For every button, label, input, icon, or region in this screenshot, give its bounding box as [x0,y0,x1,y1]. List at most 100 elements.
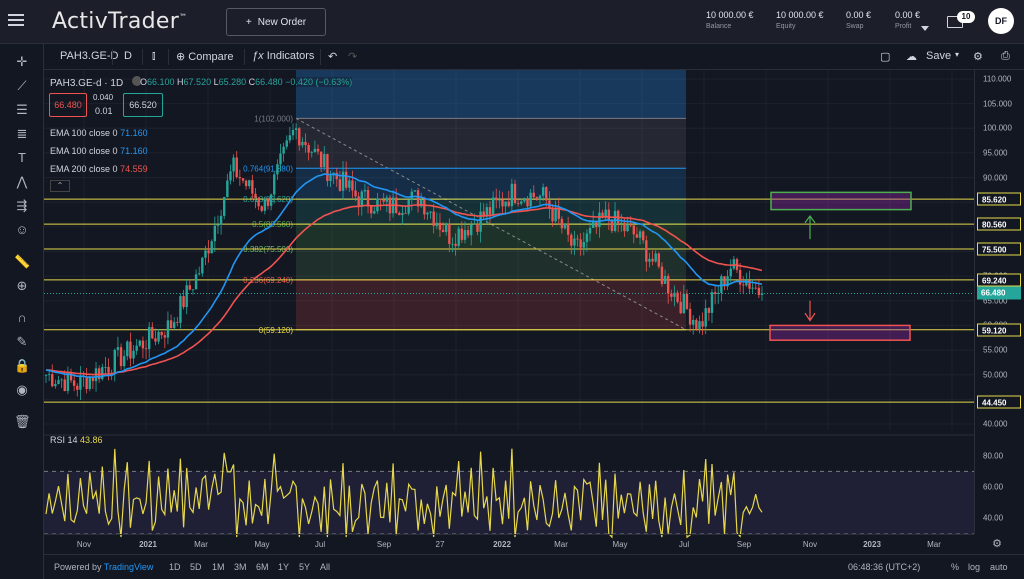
rsi-tick-label: 40.00 [983,513,1004,523]
save-dropdown-icon[interactable]: ▾ [955,50,960,59]
horizontal-lines-icon[interactable]: ☰ [16,102,28,117]
collapse-legend-button[interactable]: ⌃ [50,180,70,192]
ema-row[interactable]: EMA 200 close 0 74.559 [50,164,148,174]
buy-button[interactable]: 66.520 [123,93,163,117]
range-5d[interactable]: 5D [190,562,202,572]
fib-trend-line [295,117,687,331]
fib-tool-icon[interactable]: ≣ [16,126,28,141]
trendline-icon[interactable]: ⟋ [17,78,27,93]
redo-icon[interactable]: ↷ [348,51,358,63]
candle-body [60,379,63,381]
lot-size[interactable]: 0.01 [95,106,113,116]
time-tick-label: Mar [194,540,208,549]
candle-body [710,292,714,313]
candle-body [54,383,57,387]
pencil-lock-icon[interactable]: ✎ [16,334,28,349]
range-6m[interactable]: 6M [256,562,269,572]
candle-body [223,196,226,216]
magnet-icon[interactable]: ∩ [17,310,27,325]
fib-top-band [296,70,686,119]
interval-selector[interactable]: D [124,50,132,62]
candle-body [185,285,188,308]
candle-body [294,128,298,130]
price-axis[interactable]: 110.000105.000100.00095.00090.00085.0008… [974,70,1024,534]
new-order-button[interactable]: + New Order [226,8,326,36]
time-tick-label: 2021 [139,540,157,549]
fib-band [296,249,686,280]
candle-body [457,228,460,246]
axis-settings-icon[interactable]: ⚙ [992,538,1002,550]
candle-body [523,198,526,202]
candle-body [57,380,60,384]
candle-body [319,151,323,168]
candle-body [573,238,576,246]
candle-body [298,128,301,146]
candle-body [579,239,582,248]
caret-down-icon[interactable] [921,26,929,31]
candle-body [701,321,704,327]
lock-icon[interactable]: 🔒 [14,358,31,373]
symbol-search[interactable]: PAH3.GE-D [60,50,119,62]
candle-body [119,347,123,367]
candle-body [129,341,132,359]
time-axis[interactable]: Nov 2021 Mar May Jul Sep 27 2022 Mar May Jul Sep Nov… [44,534,1002,554]
crosshair-icon[interactable]: ✛ [16,54,28,69]
indicators-button[interactable]: ƒx Indicators [252,50,315,62]
cloud-save-icon[interactable]: ☁ [906,51,917,63]
candle-body [232,157,235,172]
candle-body [135,345,138,351]
zoom-in-icon[interactable]: ⊕ [16,278,28,293]
undo-icon[interactable]: ↶ [328,51,338,63]
arrow-up-icon [804,214,816,240]
time-tick-label: May [612,540,628,549]
pattern-tool-icon[interactable]: ⋀ [16,174,28,189]
prediction-tool-icon[interactable]: ⇶ [16,198,28,213]
range-1y[interactable]: 1Y [278,562,290,572]
candle-body [219,215,223,225]
candle-body [166,320,170,338]
candle-body [254,193,257,198]
trash-icon[interactable]: 🗑 [14,414,31,429]
sell-button[interactable]: 66.480 [49,93,87,117]
time-tick-label: Nov [802,540,818,549]
ruler-icon[interactable]: 📏 [14,254,31,269]
camera-icon[interactable]: ⎙ [1001,50,1010,62]
candle-body [479,211,482,232]
compare-button[interactable]: ⊕ Compare [176,51,234,63]
percent-toggle[interactable]: % [951,562,960,572]
candle-body [369,206,373,214]
candle-body [538,195,542,200]
price-chart[interactable]: 1(102.000)0.764(91.880)0.618(85.620)0.5(… [44,70,974,558]
candles-icon[interactable]: ⫾ [152,50,156,62]
ema-row[interactable]: EMA 100 close 0 71.160 [50,146,148,156]
eye-toggle-icon[interactable] [131,76,142,86]
candle-body [235,157,238,178]
text-tool-icon[interactable]: T [18,150,26,165]
save-button[interactable]: Save [926,50,952,62]
avatar[interactable]: DF [988,8,1014,34]
spread-value: 0.040 [93,93,114,102]
time-tick-label: Mar [554,540,568,549]
range-5y[interactable]: 5Y [299,562,311,572]
candle-body [629,224,632,226]
candle-body [682,293,686,314]
auto-toggle[interactable]: auto [990,562,1008,572]
candle-body [413,190,417,192]
clock[interactable]: 06:48:36 (UTC+2) [848,562,921,572]
range-3m[interactable]: 3M [234,562,247,572]
candle-body [354,190,357,197]
menu-icon[interactable] [8,14,24,26]
candle-body [438,222,442,230]
range-1d[interactable]: 1D [169,562,181,572]
fullscreen-icon[interactable]: ▢ [880,51,891,63]
emoji-icon[interactable]: ☺ [15,222,29,237]
ema-row[interactable]: EMA 100 close 0 71.160 [50,128,148,138]
settings-icon[interactable]: ⚙ [973,51,983,63]
range-1m[interactable]: 1M [212,562,225,572]
eye-icon[interactable]: ◉ [16,382,28,397]
log-toggle[interactable]: log [968,562,981,572]
candle-body [201,257,204,274]
candle-body [398,212,401,216]
range-all[interactable]: All [320,562,331,572]
candle-body [560,218,564,229]
